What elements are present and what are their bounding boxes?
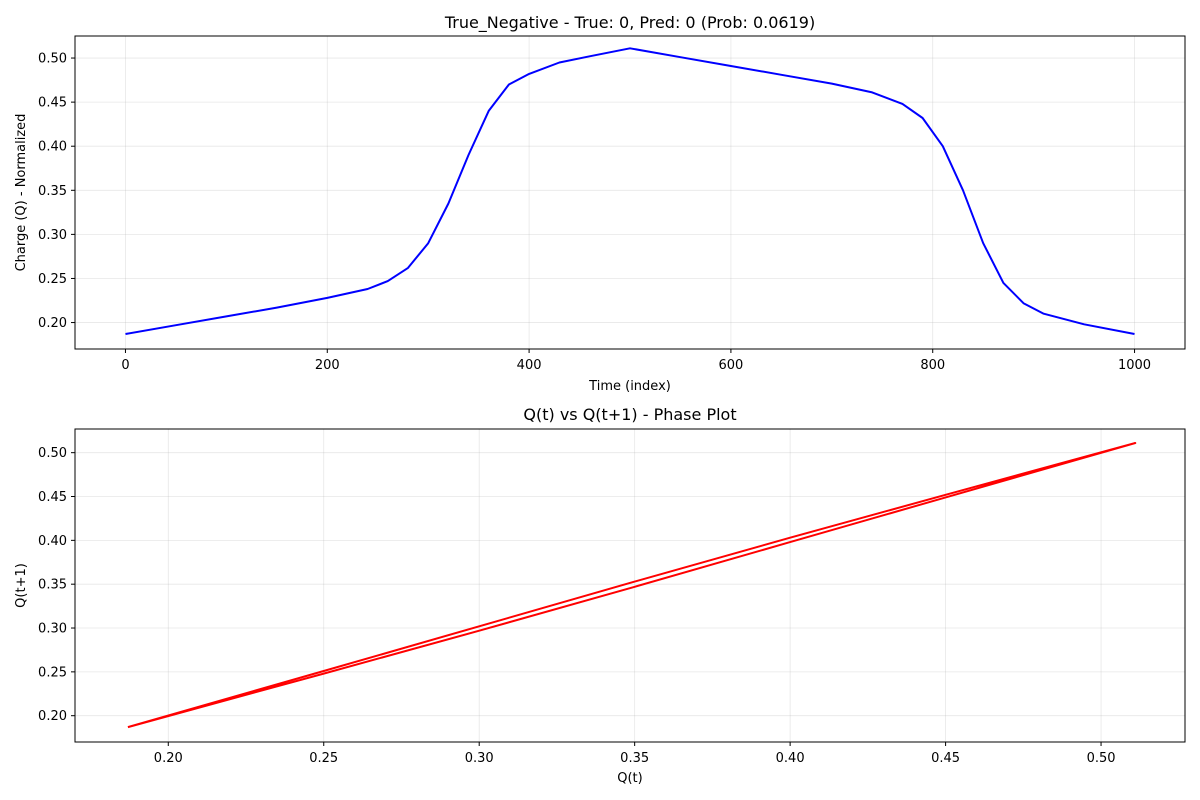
x-axis-label: Q(t) xyxy=(617,771,642,786)
x-tick-label: 600 xyxy=(718,358,743,373)
x-tick-label: 0.45 xyxy=(931,751,960,766)
y-tick-label: 0.30 xyxy=(38,228,67,243)
x-tick-label: 0 xyxy=(121,358,129,373)
phase-plot-chart: Q(t) vs Q(t+1) - Phase Plot 0.20 0.25 0.30… xyxy=(14,405,1186,786)
chart-title: True_Negative - True: 0, Pred: 0 (Prob: … xyxy=(444,13,815,33)
chart-title: Q(t) vs Q(t+1) - Phase Plot xyxy=(523,405,736,424)
x-tick-label: 0.40 xyxy=(776,751,805,766)
x-tick-label: 0.30 xyxy=(465,751,494,766)
y-axis-label: Charge (Q) - Normalized xyxy=(14,114,29,272)
y-tick-label: 0.35 xyxy=(38,578,67,593)
y-tick-label: 0.20 xyxy=(38,316,67,331)
x-tick-label: 1000 xyxy=(1118,358,1151,373)
x-tick-label: 200 xyxy=(315,358,340,373)
x-tick-label: 0.20 xyxy=(154,751,183,766)
y-tick-label: 0.40 xyxy=(38,140,67,155)
y-tick-label: 0.50 xyxy=(38,446,67,461)
axes-frame xyxy=(74,428,1186,743)
y-tick-label: 0.45 xyxy=(38,96,67,111)
y-axis-ticks: 0.20 0.25 0.30 0.35 0.40 0.45 0.50 xyxy=(38,446,75,724)
x-tick-label: 800 xyxy=(920,358,945,373)
x-tick-label: 0.50 xyxy=(1087,751,1116,766)
series-group xyxy=(125,47,1135,335)
y-axis-ticks: 0.20 0.25 0.30 0.35 0.40 0.45 0.50 xyxy=(38,52,75,331)
x-axis-label: Time (index) xyxy=(588,379,671,394)
series-group xyxy=(127,442,1137,729)
grid xyxy=(75,36,1185,349)
x-axis-ticks: 0.20 0.25 0.30 0.35 0.40 0.45 0.50 xyxy=(154,742,1116,766)
x-tick-label: 0.35 xyxy=(620,751,649,766)
x-tick-label: 0.25 xyxy=(309,751,338,766)
axes-frame xyxy=(74,35,1186,350)
x-axis-ticks: 0 200 400 600 800 1000 xyxy=(121,349,1151,373)
series-line xyxy=(125,47,1135,335)
time-series-chart: True_Negative - True: 0, Pred: 0 (Prob: … xyxy=(14,13,1186,394)
y-tick-label: 0.25 xyxy=(38,665,67,680)
y-tick-label: 0.40 xyxy=(38,534,67,549)
y-tick-label: 0.20 xyxy=(38,709,67,724)
y-tick-label: 0.35 xyxy=(38,184,67,199)
x-tick-label: 400 xyxy=(517,358,542,373)
y-tick-label: 0.50 xyxy=(38,52,67,67)
series-line xyxy=(127,442,1137,729)
grid xyxy=(75,429,1185,742)
y-tick-label: 0.45 xyxy=(38,490,67,505)
y-tick-label: 0.25 xyxy=(38,272,67,287)
y-tick-label: 0.30 xyxy=(38,622,67,637)
y-axis-label: Q(t+1) xyxy=(14,563,29,608)
